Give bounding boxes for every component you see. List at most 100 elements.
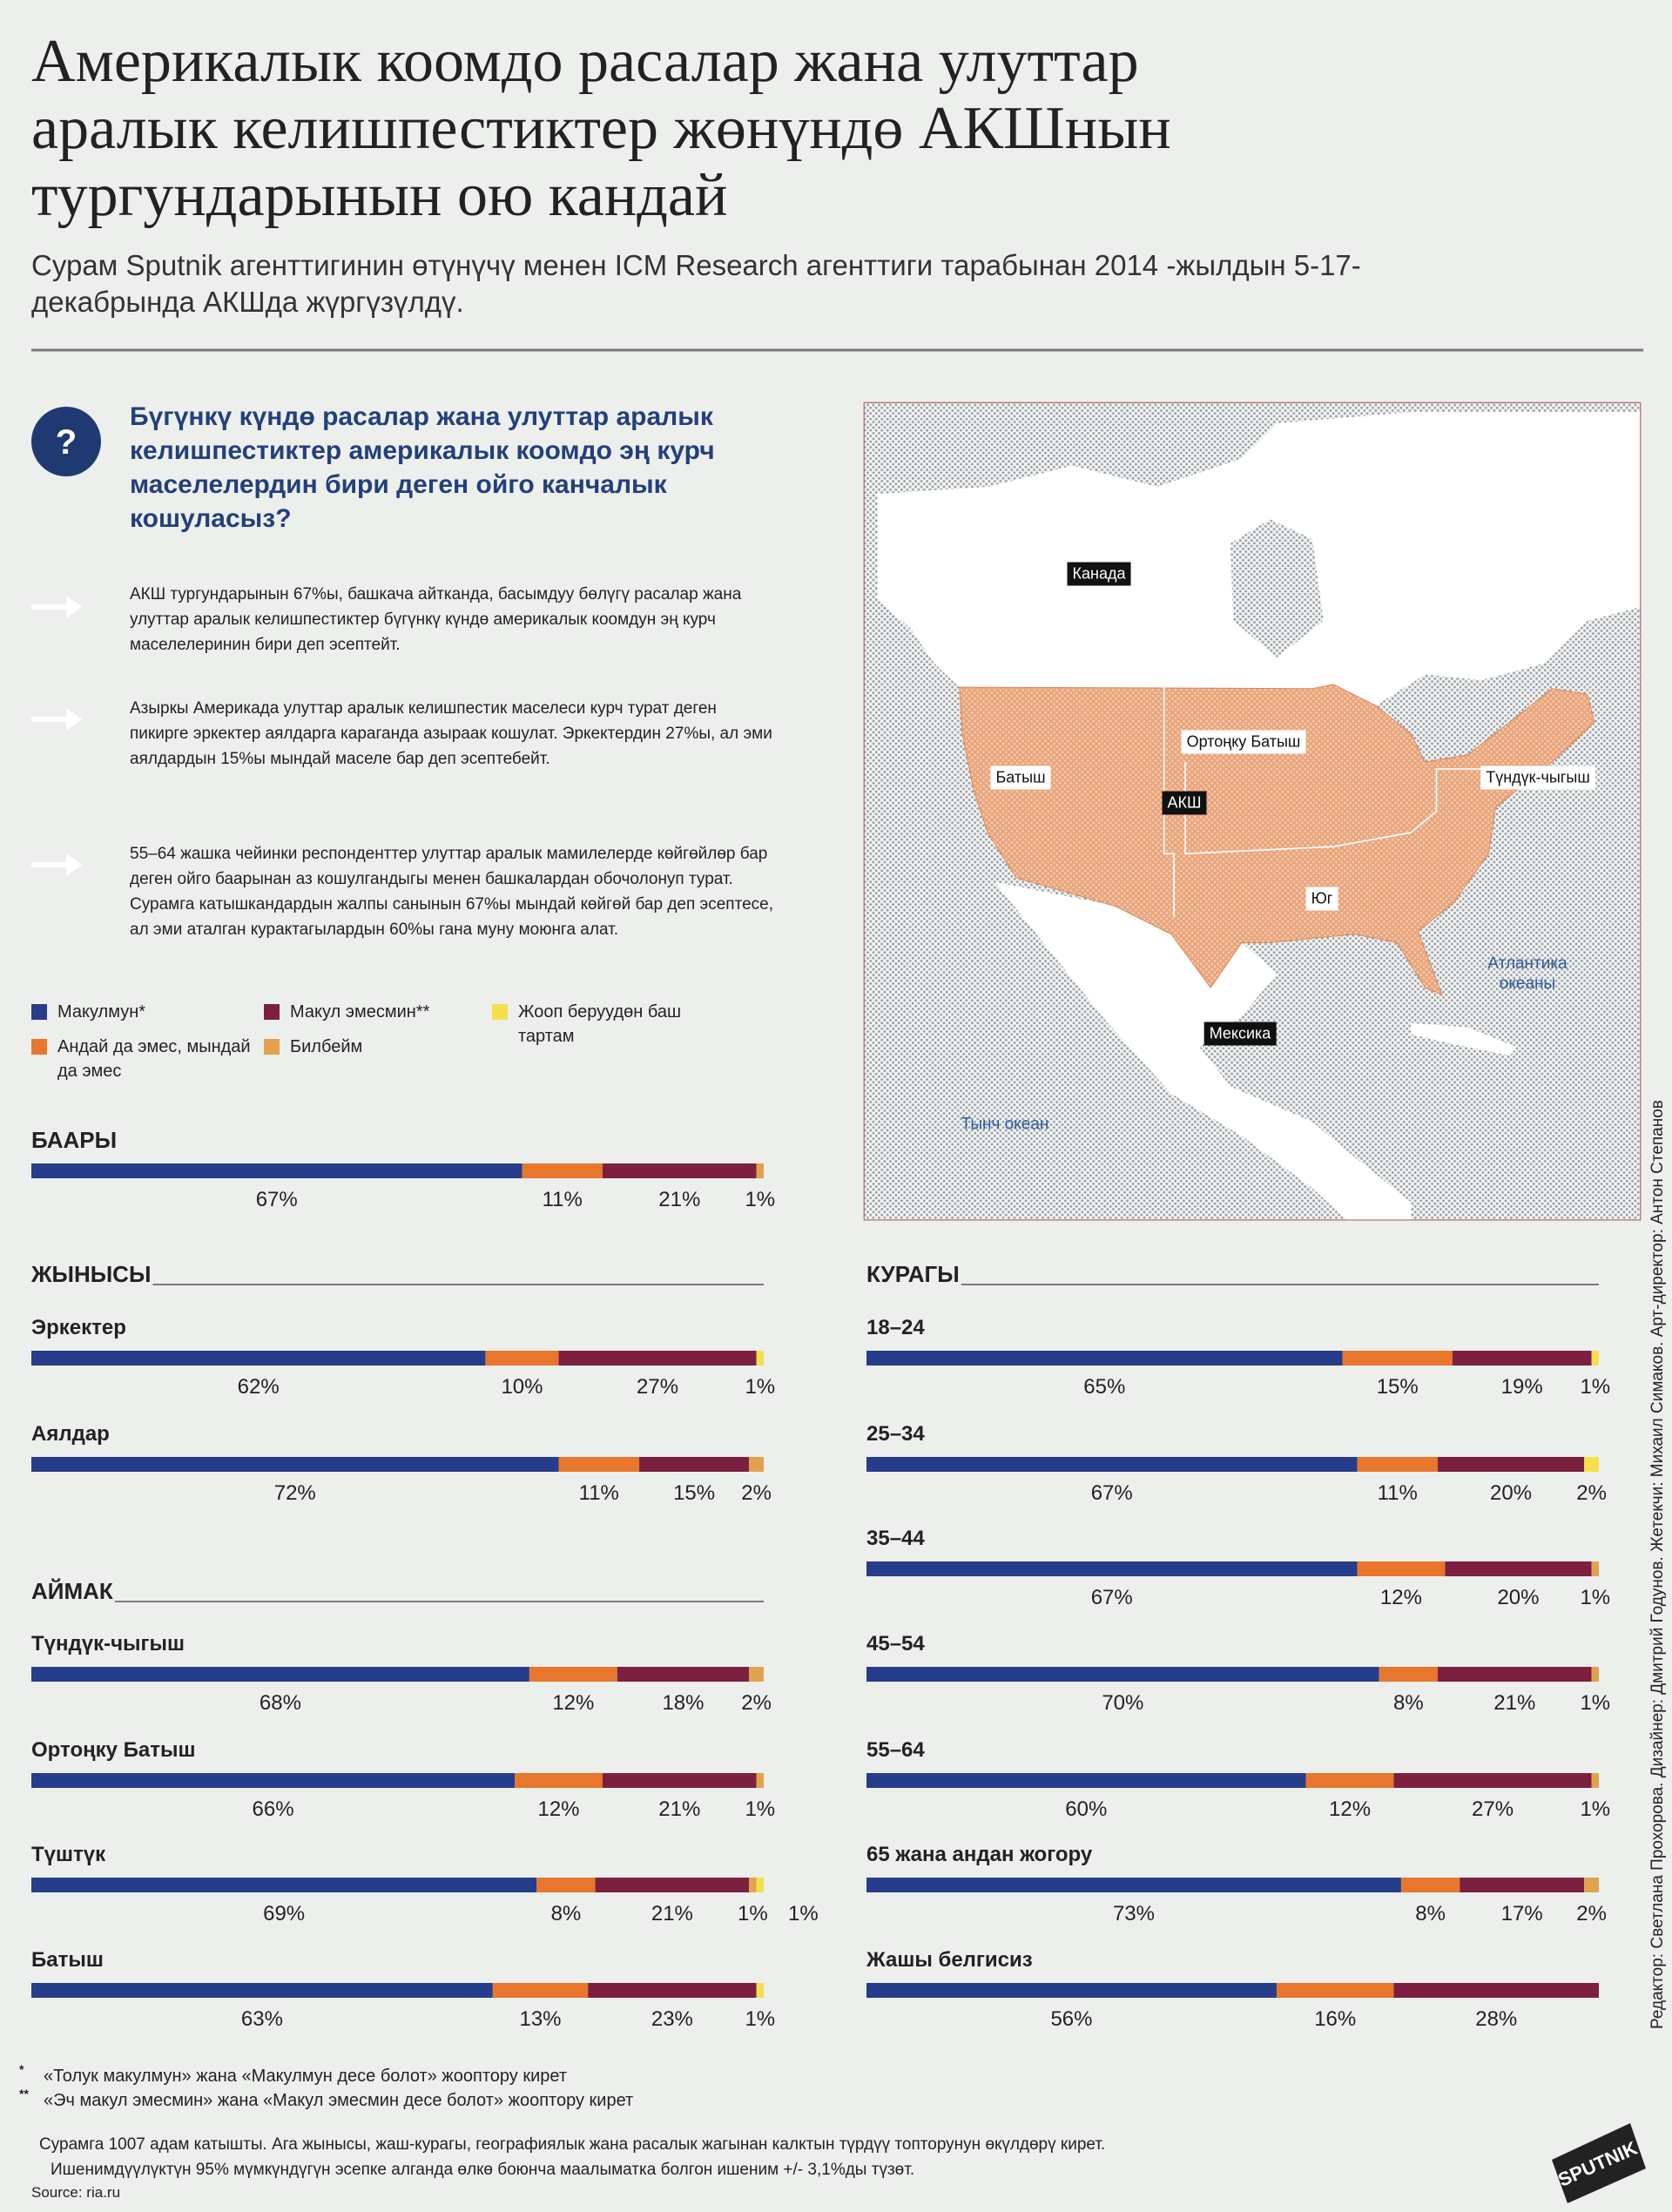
- bar-segment: [1591, 1773, 1599, 1788]
- value-label: 23%: [651, 2007, 693, 2031]
- legend-label: Андай да эмес, мындай да эмес: [57, 1037, 251, 1081]
- legend-swatch: [31, 1039, 47, 1055]
- bar-segment: [749, 1878, 757, 1892]
- legend-swatch: [31, 1004, 47, 1020]
- value-label: 1%: [1580, 1586, 1610, 1609]
- bar-segment: [31, 1457, 559, 1472]
- bar-segment: [492, 1983, 589, 1998]
- note-line: Ишенимдүүлүктүн 95% мүмкүндүгүн эсепке а…: [51, 2161, 915, 2179]
- value-label: 28%: [1475, 2007, 1517, 2031]
- arrow: [31, 708, 82, 731]
- arrow: [31, 596, 82, 618]
- value-label: 67%: [256, 1188, 298, 1211]
- value-label: 27%: [637, 1375, 678, 1399]
- group-label: 25–34: [866, 1422, 925, 1446]
- value-label: 21%: [1493, 1691, 1535, 1715]
- bar-segment: [639, 1457, 750, 1472]
- bar-segment: [1437, 1667, 1592, 1682]
- value-label: 73%: [1113, 1902, 1155, 1925]
- section-title: КУРАГЫ: [866, 1261, 960, 1287]
- bar-segment: [1460, 1878, 1585, 1892]
- map-usa: [959, 684, 1595, 996]
- map: [863, 401, 1642, 1221]
- value-label: 60%: [1065, 1797, 1107, 1821]
- finding-text: Азыркы Америкада улуттар аралык келишпес…: [130, 699, 772, 768]
- arrow: [31, 853, 82, 876]
- map-border: [1163, 687, 1175, 918]
- title-line: Америкалык коомдо расалар жана улуттар: [31, 28, 1139, 95]
- section-title: ЖЫНЫСЫ: [30, 1261, 151, 1287]
- bar-segment: [866, 1983, 1277, 1998]
- map-country-label: Канада: [1067, 562, 1131, 586]
- bar-segment: [749, 1667, 764, 1682]
- bar-segment: [756, 1983, 764, 1998]
- group-label: 18–24: [866, 1316, 925, 1339]
- bar-segment: [31, 1667, 529, 1682]
- value-label: 8%: [1393, 1691, 1424, 1715]
- map-cuba: [1411, 1022, 1517, 1055]
- bar-segment: [866, 1878, 1401, 1892]
- value-label: 13%: [519, 2007, 561, 2031]
- bar-segment: [1584, 1457, 1599, 1472]
- bar-segment: [756, 1773, 764, 1788]
- value-label: 63%: [241, 2007, 283, 2031]
- value-label: 65%: [1083, 1375, 1125, 1399]
- finding-text: 55–64 жашка чейинки респонденттер улутта…: [130, 845, 773, 939]
- value-label: 1%: [1580, 1691, 1610, 1715]
- credits: Редактор: Светлана Прохорова. Дизайнер: …: [1648, 1100, 1667, 2029]
- footnote-text: «Толук макулмун» жана «Макулмун десе бол…: [44, 2067, 568, 2086]
- map-region-label: Түндүк-чыгыш: [1480, 765, 1595, 790]
- group-label: 35–44: [866, 1527, 925, 1550]
- bar-segment: [756, 1163, 764, 1178]
- value-label: 16%: [1314, 2007, 1356, 2031]
- footnote-mark: *: [19, 2062, 24, 2076]
- section-title: АЙМАК: [31, 1578, 113, 1604]
- map-region-label: Батыш: [990, 765, 1051, 790]
- title-line: аралык келишпестиктер жөнүндө АКШнын: [31, 95, 1171, 162]
- logo-badge: [1552, 2123, 1646, 2203]
- bar-segment: [31, 1773, 516, 1788]
- bar-segment: [866, 1773, 1306, 1788]
- bar-segment: [485, 1351, 559, 1366]
- group-label: Батыш: [31, 1948, 104, 1972]
- value-label: 66%: [253, 1797, 294, 1821]
- map-ocean-label: Тынч океан: [961, 1115, 1049, 1134]
- value-label: 2%: [741, 1691, 772, 1715]
- map-country-label: АКШ: [1162, 791, 1207, 815]
- group-label: Түндүк-чыгыш: [31, 1632, 185, 1656]
- group-label: Түштүк: [31, 1843, 106, 1866]
- map-ocean-label: Атлантика океаны: [1487, 954, 1568, 993]
- map-mexico: [994, 881, 1412, 1221]
- value-label: 12%: [537, 1797, 579, 1821]
- value-label: 62%: [238, 1375, 280, 1399]
- group-label: 65 жана андан жогору: [866, 1843, 1093, 1866]
- bar-segment: [529, 1667, 617, 1682]
- bar-segment: [866, 1457, 1358, 1472]
- value-label: 1%: [788, 1902, 819, 1925]
- value-label: 2%: [741, 1481, 772, 1505]
- bar-segment: [756, 1878, 764, 1892]
- note-line: Сурамга 1007 адам катышты. Ага жынысы, ж…: [39, 2135, 1106, 2154]
- value-label: 18%: [662, 1691, 704, 1715]
- bar-segment: [1276, 1983, 1394, 1998]
- value-label: 69%: [263, 1902, 305, 1925]
- value-label: 12%: [1380, 1586, 1422, 1609]
- bar-segment: [866, 1667, 1379, 1682]
- bar-segment: [866, 1351, 1343, 1366]
- map-border: [1435, 768, 1482, 812]
- value-label: 11%: [579, 1481, 619, 1505]
- source: Source: ria.ru: [31, 2184, 121, 2201]
- map-region-label: Ортоңку Батыш: [1181, 730, 1306, 754]
- value-label: 20%: [1490, 1481, 1532, 1505]
- value-label: 27%: [1472, 1797, 1514, 1821]
- group-label: Жашы белгисиз: [866, 1948, 1033, 1972]
- legend-label: Макулмун*: [57, 1002, 146, 1022]
- bar-segment: [602, 1773, 757, 1788]
- bar-segment: [31, 1163, 522, 1178]
- value-label: 70%: [1102, 1691, 1143, 1715]
- legend-swatch: [264, 1004, 280, 1020]
- bar-segment: [1305, 1773, 1394, 1788]
- value-label: 20%: [1497, 1586, 1539, 1609]
